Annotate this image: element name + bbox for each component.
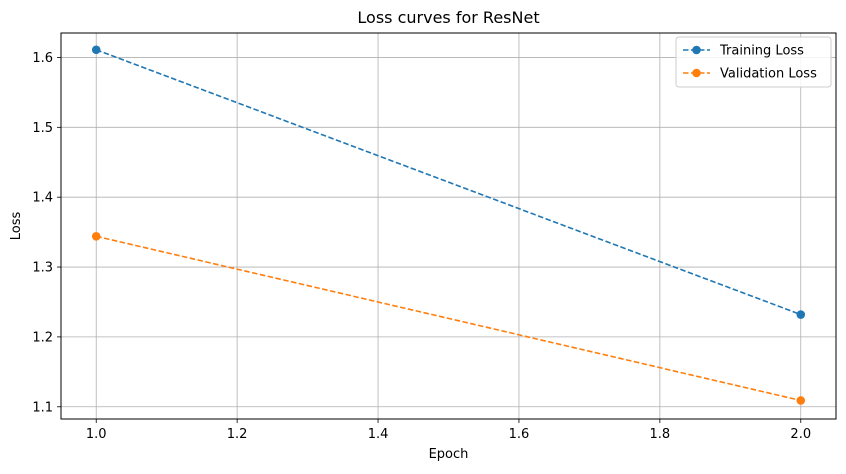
axis-ticks: 1.0 1.2 1.4 1.6 1.8 2.0 1.1 1.2 1.3 1.4 1.5 1.6 [32,51,811,442]
training-loss-line [95,49,802,316]
x-tick-label: 1.4 [368,427,389,442]
validation-loss-legend-marker [692,68,701,78]
training-loss-legend-label: Training Loss [719,44,804,59]
validation-loss-legend-label: Validation Loss [720,67,817,82]
validation-loss-point [796,396,806,405]
plot-frame [60,32,837,420]
grid-lines [61,33,836,419]
training-loss-legend-marker [692,45,701,55]
y-tick-label: 1.1 [32,400,53,415]
y-tick-label: 1.4 [32,191,53,206]
training-loss-point [91,45,101,55]
chart-title: Loss curves for ResNet [357,8,539,27]
y-tick-label: 1.6 [32,51,53,66]
x-tick-label: 1.6 [509,427,530,442]
training-loss-point [796,310,806,319]
x-tick-label: 1.0 [86,427,107,442]
x-axis-label: Epoch [429,447,469,462]
y-tick-label: 1.3 [32,261,53,276]
validation-loss-point [91,232,101,241]
series-layer [91,45,806,405]
legend-box [675,36,832,88]
y-tick-label: 1.5 [32,121,53,136]
x-tick-label: 1.8 [650,427,671,442]
y-axis-label: Loss [9,212,24,241]
legend: Training Loss Validation Loss [675,36,832,88]
x-tick-label: 2.0 [790,427,811,442]
y-tick-label: 1.2 [32,330,53,345]
validation-loss-line [96,235,801,402]
x-tick-label: 1.2 [227,427,248,442]
